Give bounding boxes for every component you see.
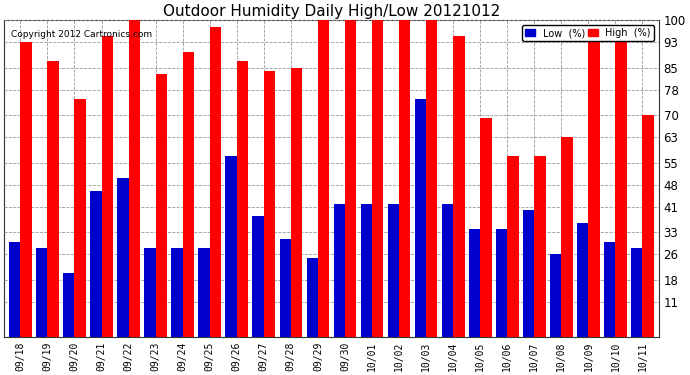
- Bar: [496, 229, 507, 337]
- Bar: [604, 242, 615, 337]
- Bar: [90, 191, 101, 337]
- Bar: [264, 71, 275, 337]
- Bar: [642, 115, 654, 337]
- Bar: [631, 248, 642, 337]
- Bar: [534, 156, 546, 337]
- Bar: [171, 248, 183, 337]
- Bar: [183, 52, 194, 337]
- Bar: [128, 20, 140, 337]
- Bar: [415, 99, 426, 337]
- Bar: [426, 20, 437, 337]
- Title: Outdoor Humidity Daily High/Low 20121012: Outdoor Humidity Daily High/Low 20121012: [163, 4, 500, 19]
- Bar: [9, 242, 21, 337]
- Bar: [36, 248, 48, 337]
- Bar: [226, 156, 237, 337]
- Bar: [550, 254, 562, 337]
- Bar: [318, 20, 329, 337]
- Bar: [523, 210, 534, 337]
- Bar: [279, 238, 291, 337]
- Bar: [333, 204, 345, 337]
- Bar: [117, 178, 128, 337]
- Legend: Low  (%), High  (%): Low (%), High (%): [522, 25, 654, 41]
- Bar: [361, 204, 372, 337]
- Bar: [237, 62, 248, 337]
- Bar: [480, 118, 491, 337]
- Bar: [75, 99, 86, 337]
- Bar: [562, 137, 573, 337]
- Bar: [469, 229, 480, 337]
- Bar: [399, 20, 411, 337]
- Bar: [453, 36, 464, 337]
- Bar: [48, 62, 59, 337]
- Bar: [210, 27, 221, 337]
- Bar: [63, 273, 75, 337]
- Bar: [442, 204, 453, 337]
- Bar: [388, 204, 399, 337]
- Bar: [507, 156, 519, 337]
- Bar: [372, 20, 384, 337]
- Bar: [156, 74, 167, 337]
- Bar: [589, 36, 600, 337]
- Bar: [345, 20, 356, 337]
- Bar: [144, 248, 156, 337]
- Bar: [615, 39, 627, 337]
- Bar: [21, 42, 32, 337]
- Bar: [306, 258, 318, 337]
- Bar: [253, 216, 264, 337]
- Bar: [577, 223, 589, 337]
- Bar: [101, 36, 113, 337]
- Bar: [198, 248, 210, 337]
- Text: Copyright 2012 Cartronics.com: Copyright 2012 Cartronics.com: [11, 30, 152, 39]
- Bar: [291, 68, 302, 337]
